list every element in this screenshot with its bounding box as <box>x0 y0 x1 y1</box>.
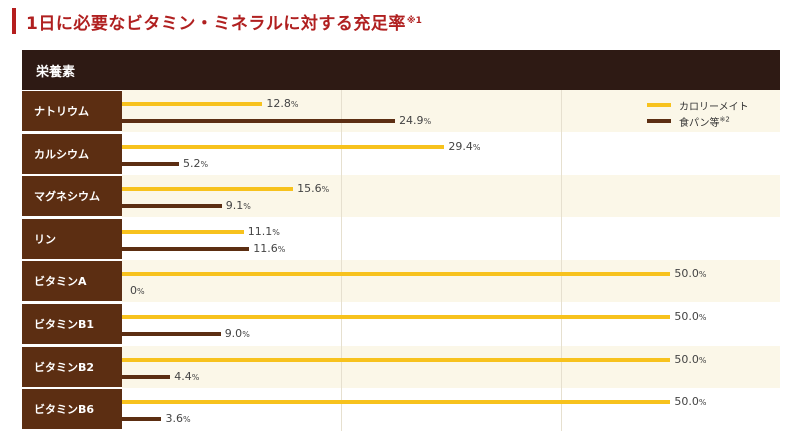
data-label: 5.2% <box>183 156 209 171</box>
data-label-unit: % <box>290 100 299 109</box>
data-label-value: 11.6 <box>253 241 278 255</box>
row-background <box>122 175 780 218</box>
data-label: 50.0% <box>674 268 706 281</box>
legend-item-bread: 食パン等※2 <box>647 113 749 129</box>
data-label-unit: % <box>242 330 250 339</box>
legend-label-bread: 食パン等※2 <box>679 114 730 129</box>
legend-swatch-bread <box>647 119 671 123</box>
data-label: 11.6% <box>253 241 286 256</box>
data-label-unit: % <box>137 287 145 297</box>
bar <box>122 204 222 209</box>
bar <box>122 357 671 362</box>
grid-line <box>560 90 562 431</box>
bar <box>122 161 180 166</box>
category-label: ビタミンB6 <box>22 389 122 430</box>
data-label-value: 50.0 <box>674 310 699 323</box>
data-label-value: 9.1 <box>225 199 244 213</box>
legend-item-calorie-mate: カロリーメイト <box>647 97 749 113</box>
grid-line <box>341 90 343 431</box>
data-label-value: 50.0 <box>674 267 699 281</box>
row-background <box>122 345 780 388</box>
bar <box>122 272 671 277</box>
row-background <box>122 217 780 260</box>
bar <box>122 119 396 123</box>
row-background <box>122 90 780 132</box>
data-label-unit: % <box>243 202 251 212</box>
bar <box>122 332 221 336</box>
bar <box>122 315 671 319</box>
legend: カロリーメイト 食パン等※2 <box>647 97 749 129</box>
bar <box>122 400 671 405</box>
category-label: カルシウム <box>22 133 122 174</box>
row-background <box>122 132 780 175</box>
data-label-value: 3.6 <box>165 412 183 426</box>
data-label: 50.0% <box>674 352 707 367</box>
data-label: 9.0% <box>225 328 250 341</box>
bar <box>122 187 294 192</box>
category-label: ビタミンB2 <box>22 346 122 387</box>
chart-title-text: 1日に必要なビタミン・ミネラルに対する充足率 <box>26 13 406 34</box>
data-label-unit: % <box>423 117 432 126</box>
bar <box>122 374 171 379</box>
data-label-value: 5.2 <box>183 156 201 170</box>
category-label: ビタミンA <box>22 261 122 302</box>
data-label: 0% <box>130 285 145 298</box>
data-label-value: 9.0 <box>224 327 243 340</box>
data-label-value: 24.9 <box>399 114 424 127</box>
bar <box>122 246 250 251</box>
data-label-unit: % <box>472 142 481 152</box>
data-label-value: 29.4 <box>448 139 473 153</box>
data-label-value: 0 <box>130 284 137 298</box>
data-label: 11.1% <box>247 224 280 239</box>
data-label-value: 50.0 <box>674 352 699 366</box>
data-label: 4.4% <box>174 369 200 384</box>
category-label: マグネシウム <box>22 176 122 217</box>
legend-label-bread-note: ※2 <box>719 115 730 124</box>
data-label-unit: % <box>191 372 200 382</box>
header-label: 栄養素 <box>36 64 76 80</box>
data-label-value: 4.4 <box>174 369 192 383</box>
bar <box>122 144 445 149</box>
bar <box>122 417 162 422</box>
legend-label-bread-text: 食パン等 <box>679 117 720 129</box>
data-label: 3.6% <box>165 413 190 426</box>
row-background <box>122 388 780 431</box>
data-label-unit: % <box>698 398 707 408</box>
chart-title-note: ※1 <box>406 16 422 26</box>
data-label: 50.0% <box>674 311 706 324</box>
data-label-unit: % <box>272 227 280 237</box>
legend-swatch-calorie-mate <box>647 103 671 107</box>
data-label: 50.0% <box>674 396 706 409</box>
data-label-unit: % <box>182 415 191 425</box>
data-label-unit: % <box>698 270 707 280</box>
data-label-value: 15.6 <box>297 182 322 196</box>
data-label-unit: % <box>200 159 209 169</box>
data-label-value: 12.8 <box>266 97 291 110</box>
data-label: 29.4% <box>448 139 481 154</box>
data-label-unit: % <box>698 355 707 365</box>
data-label-value: 50.0 <box>674 395 699 409</box>
table-header: 栄養素 <box>22 50 780 90</box>
data-label-unit: % <box>277 244 286 254</box>
category-label: ビタミンB1 <box>22 304 122 344</box>
data-label: 24.9% <box>399 115 431 128</box>
data-label-value: 11.1 <box>247 224 273 238</box>
data-label: 9.1% <box>226 200 251 213</box>
bar <box>122 102 263 106</box>
chart-title: 1日に必要なビタミン・ミネラルに対する充足率 ※1 <box>12 8 422 34</box>
data-label-unit: % <box>321 185 330 195</box>
row-background <box>122 260 780 303</box>
category-label: ナトリウム <box>22 91 122 131</box>
bar <box>122 229 244 234</box>
data-label: 15.6% <box>297 183 329 196</box>
legend-label-calorie-mate: カロリーメイト <box>679 101 749 113</box>
data-label: 12.8% <box>266 98 298 111</box>
data-label-unit: % <box>698 313 707 322</box>
category-label: リン <box>22 218 122 259</box>
row-background <box>122 303 780 345</box>
